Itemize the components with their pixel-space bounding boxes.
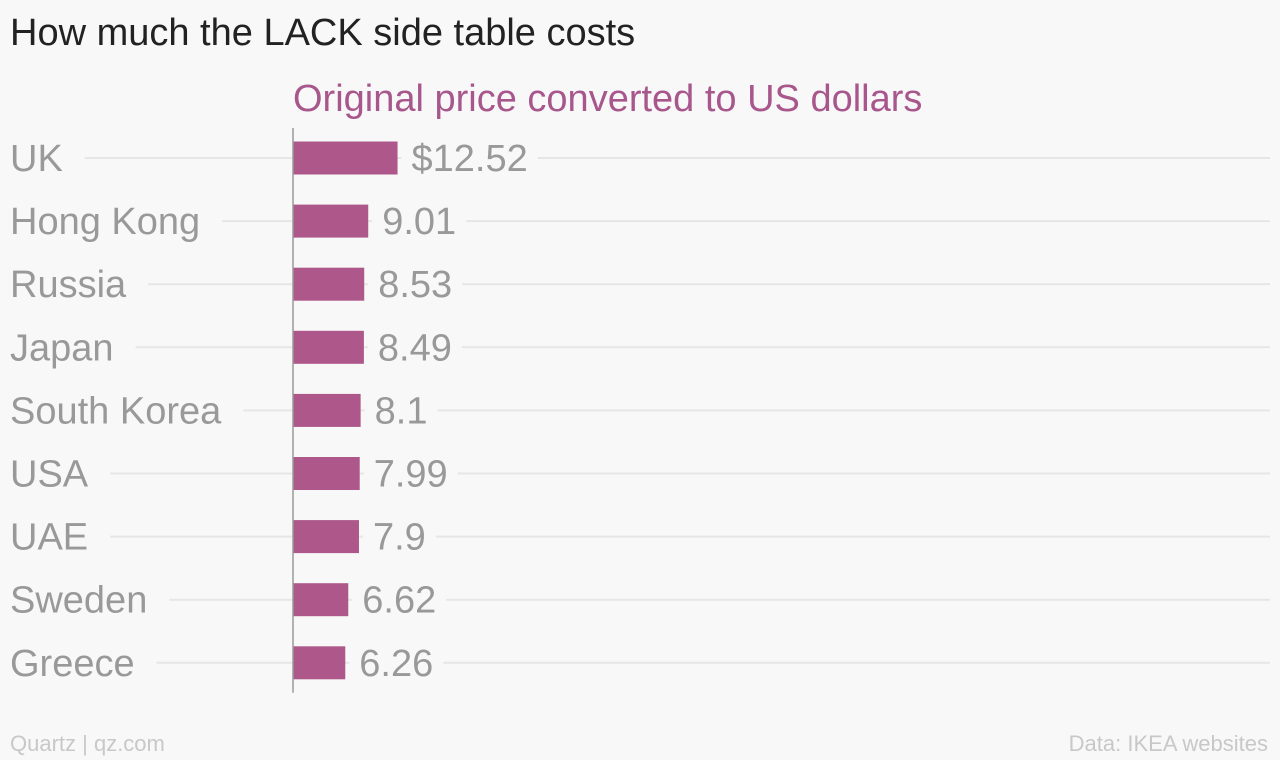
bar [293, 267, 365, 301]
data-label: 8.1 [375, 390, 428, 432]
source-credit: Quartz | qz.com [10, 731, 165, 756]
data-label-background [363, 453, 458, 494]
bar [293, 204, 369, 238]
bar [293, 520, 359, 554]
bar [293, 583, 349, 617]
data-label: 7.9 [373, 517, 426, 559]
bar [293, 646, 346, 680]
data-label-background [352, 579, 447, 620]
data-label: 8.53 [378, 264, 452, 306]
data-label: $12.52 [412, 138, 528, 180]
data-label-background [401, 138, 538, 178]
chart-title: How much the LACK side table costs [10, 12, 636, 54]
data-label-background [372, 201, 467, 242]
category-label: USA [10, 454, 89, 496]
category-label: Hong Kong [10, 201, 200, 243]
bar [293, 393, 361, 427]
data-label-background [368, 264, 463, 305]
bar [293, 141, 398, 175]
data-label-background [364, 390, 438, 431]
data-label: 8.49 [378, 327, 452, 369]
category-label: Sweden [10, 580, 147, 622]
bar [293, 330, 364, 364]
data-source: Data: IKEA websites [1068, 731, 1268, 756]
data-label-background [349, 642, 444, 683]
data-label-background [362, 516, 436, 557]
data-label: 9.01 [382, 201, 456, 243]
series-label: Original price converted to US dollars [293, 78, 923, 120]
category-label: South Korea [10, 390, 222, 432]
data-label: 6.26 [359, 643, 433, 685]
category-label: UK [10, 138, 63, 180]
data-label-background [367, 327, 462, 368]
category-label: Greece [10, 643, 135, 685]
bar [293, 457, 360, 490]
data-label: 6.62 [362, 580, 436, 622]
category-label: Russia [10, 264, 127, 306]
data-label: 7.99 [374, 454, 448, 496]
category-label: UAE [10, 517, 88, 559]
category-label: Japan [10, 327, 114, 369]
